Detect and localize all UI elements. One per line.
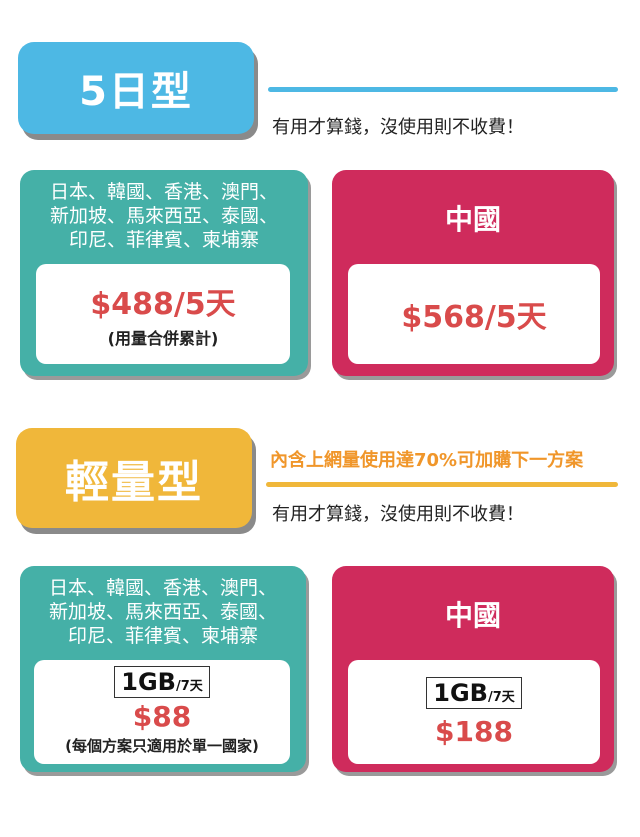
card-5day-asia: 日本、韓國、香港、澳門、 新加坡、馬來西亞、泰國、 印尼、菲律賓、柬埔寨 $48… <box>20 170 308 376</box>
region-5day-asia: 日本、韓國、香港、澳門、 新加坡、馬來西亞、泰國、 印尼、菲律賓、柬埔寨 <box>20 180 308 252</box>
card-light-china: 中國 1GB /7天 $188 <box>332 566 614 772</box>
price-5day-china: $568/5天 <box>401 300 547 335</box>
region-line-1: 日本、韓國、香港、澳門、 <box>48 577 277 599</box>
card-light-asia: 日本、韓國、香港、澳門、 新加坡、馬來西亞、泰國、 印尼、菲律賓、柬埔寨 1GB… <box>20 566 306 772</box>
region-line-2: 新加坡、馬來西亞、泰國、 <box>49 205 278 227</box>
highlight-light: 內含上網量使用達70%可加購下一方案 <box>270 450 584 471</box>
region-light-asia: 日本、韓國、香港、澳門、 新加坡、馬來西亞、泰國、 印尼、菲律賓、柬埔寨 <box>20 576 306 648</box>
badge-5day: 5日型 <box>18 42 254 134</box>
data-plan-box-light-china: 1GB /7天 <box>426 676 522 709</box>
region-light-china: 中國 <box>444 599 501 632</box>
region-line-3: 印尼、菲律賓、柬埔寨 <box>67 625 258 647</box>
data-amount: 1GB <box>121 668 176 696</box>
divider-5day <box>268 87 618 92</box>
data-period: /7天 <box>175 679 203 694</box>
usage-note-light-asia: (每個方案只適用於單一國家) <box>65 737 259 755</box>
usage-note-5day-asia: (用量合併累計) <box>107 329 219 348</box>
price-panel-light-china: 1GB /7天 $188 <box>348 660 600 764</box>
divider-light <box>266 482 618 487</box>
price-light-china: $188 <box>435 714 513 748</box>
price-light-asia: $88 <box>132 700 192 733</box>
card-5day-china: 中國 $568/5天 <box>332 170 614 376</box>
price-panel-5day-china: $568/5天 <box>348 264 600 364</box>
data-plan-box-light-asia: 1GB /7天 <box>114 666 210 698</box>
badge-5day-label: 5日型 <box>79 69 193 115</box>
region-5day-china: 中國 <box>444 203 501 236</box>
price-5day-asia: $488/5天 <box>90 287 236 322</box>
badge-light: 輕量型 <box>16 428 252 528</box>
note-light: 有用才算錢，沒使用則不收費！ <box>272 504 524 525</box>
region-line-3: 印尼、菲律賓、柬埔寨 <box>68 229 259 251</box>
price-panel-light-asia: 1GB /7天 $88 (每個方案只適用於單一國家) <box>34 660 290 764</box>
data-period: /7天 <box>487 689 515 705</box>
data-amount: 1GB <box>433 678 488 707</box>
price-panel-5day-asia: $488/5天 (用量合併累計) <box>36 264 290 364</box>
region-line-2: 新加坡、馬來西亞、泰國、 <box>48 601 277 623</box>
badge-light-label: 輕量型 <box>65 457 203 508</box>
region-line-1: 日本、韓國、香港、澳門、 <box>49 181 278 203</box>
note-5day: 有用才算錢，沒使用則不收費！ <box>272 117 524 138</box>
